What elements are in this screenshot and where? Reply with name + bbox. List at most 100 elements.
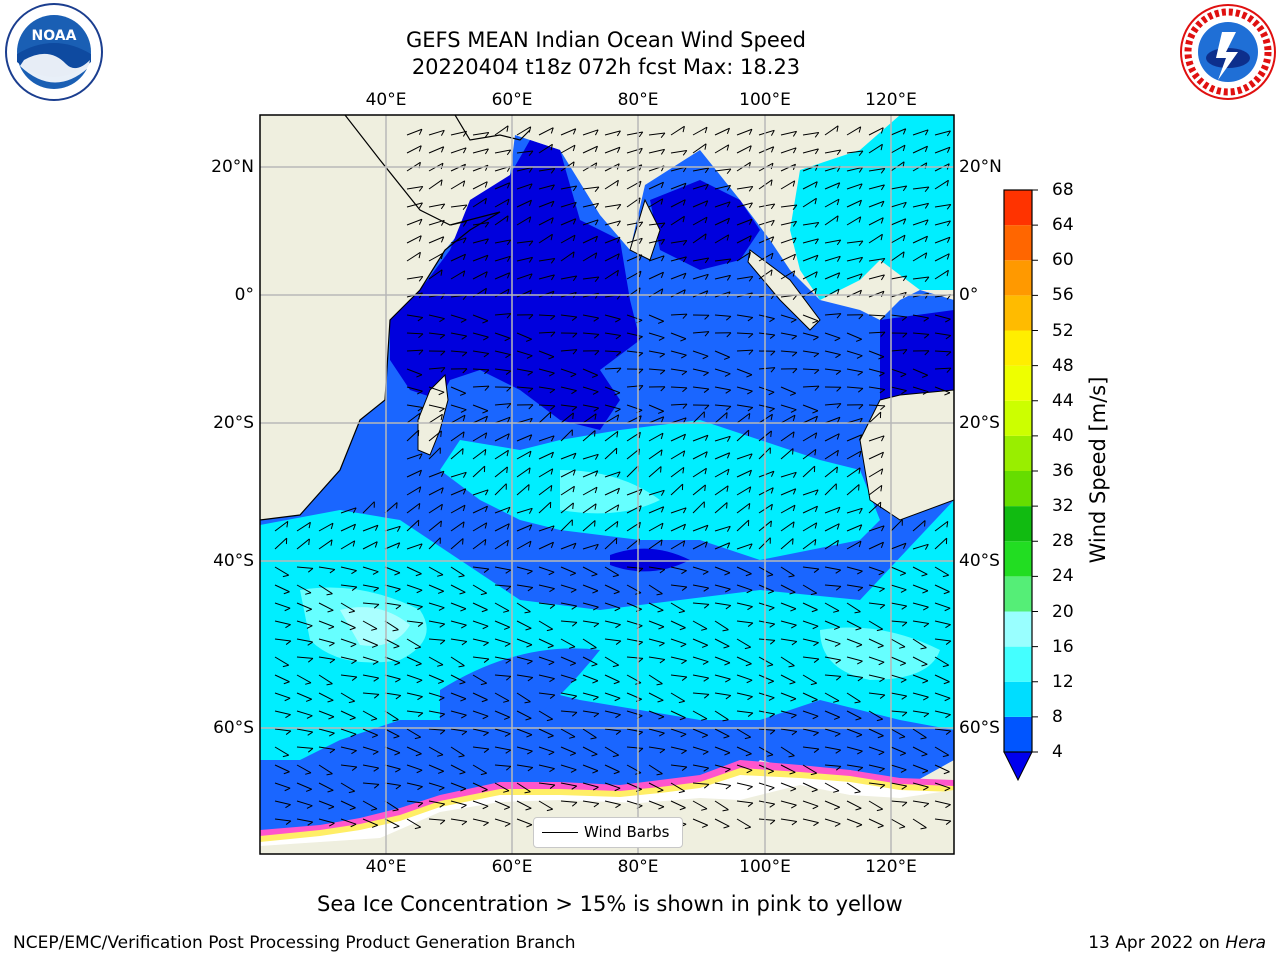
wind-barb-flag [440,146,445,153]
wind-barb [714,184,731,190]
colorbar-segment [1004,611,1032,647]
calm-zone-west [390,140,640,430]
wind-barb-flag [480,772,487,776]
wind-barb [626,404,643,411]
wind-barb-flag [858,541,862,548]
wind-barb [472,368,490,371]
wind-barb-flag [503,700,510,703]
wind-barb [626,314,643,321]
wind-barb [824,523,840,532]
wind-barb [912,728,927,739]
wind-barb-flag [788,665,795,668]
wind-barb-flag [682,240,688,246]
wind-barb-flag [680,338,687,342]
wind-barb [670,523,686,532]
wind-barb-flag [594,252,598,259]
wind-barb-flag [682,216,685,223]
wind-barb-flag [506,149,512,156]
wind-barb [472,350,489,354]
wind-barb-flag [789,392,796,396]
wind-barb [582,728,597,739]
wind-barb [868,584,885,590]
wind-barb [912,782,929,788]
wind-barb-flag [748,186,754,192]
wind-barb-flag [613,681,620,685]
wind-barb-flag [550,168,556,174]
wind-barb [846,728,863,736]
wind-barb-flag [920,647,927,650]
wind-barb [780,180,795,190]
wind-barb [846,467,861,478]
wind-barb [934,638,951,642]
wind-barb [824,368,841,372]
wind-barb [692,290,708,298]
wind-barb [560,502,574,514]
wind-barb-flag [572,185,578,192]
wind-barb-flag [747,606,753,611]
wind-barb-flag [590,737,597,740]
wind-barb-flag [638,197,641,204]
wind-barb-flag [656,593,663,596]
wind-barb-flag [745,573,752,577]
wind-barb [736,202,753,208]
wind-barb [714,144,729,154]
wind-barb-flag [878,571,885,576]
wind-barb [428,764,444,772]
wind-barb [362,638,378,646]
wind-barb [648,255,665,262]
wind-barb [604,350,622,353]
wind-barb [582,129,599,136]
wind-barb-flag [591,573,598,577]
wind-barb [604,764,620,773]
wind-barb-flag [857,767,864,772]
wind-barb [758,656,774,666]
wind-barb [494,182,510,190]
wind-barb-flag [789,681,796,685]
wind-barb [538,800,553,810]
wind-barb-flag [282,754,289,758]
wind-barb [406,412,421,424]
wind-barb-flag [836,403,842,409]
wind-barb-flag [615,335,622,340]
wind-barb-flag [660,132,666,139]
wind-barb-flag [417,407,424,412]
wind-barb [890,275,907,280]
wind-barb [428,269,443,280]
wind-barb [538,674,555,680]
wind-barb-flag [789,771,796,775]
wind-barb-flag [570,769,577,773]
wind-barb-flag [704,525,709,531]
wind-barb-flag [748,129,753,135]
wind-barb [714,764,731,770]
wind-barb-flag [395,695,402,700]
wind-barb-flag [858,257,864,263]
wind-barb [538,484,553,496]
wind-barb [846,126,861,136]
wind-barb [890,128,906,136]
wind-barb-flag [836,523,840,530]
wind-barb-flag [548,751,555,756]
wind-barb [670,674,687,678]
wind-barb [736,519,750,532]
wind-barb [428,782,445,789]
wind-barb [714,217,730,226]
wind-barb [406,818,421,828]
wind-barb-flag [616,351,622,357]
wind-barb [450,414,466,424]
wind-barb [780,504,796,514]
wind-barb-flag [371,824,378,828]
wind-barb-flag [704,257,710,264]
wind-barb [824,255,841,262]
wind-barb [538,258,555,262]
wind-barb [736,584,753,591]
wind-barb [604,253,620,262]
wind-barb [868,184,885,190]
wind-barb [582,764,599,772]
wind-barb [648,432,664,442]
wind-barb-flag [594,487,598,494]
wind-barb-flag [284,607,291,612]
wind-barb-flag [504,337,511,342]
wind-barb [824,403,841,406]
wind-barb-flag [439,803,445,808]
